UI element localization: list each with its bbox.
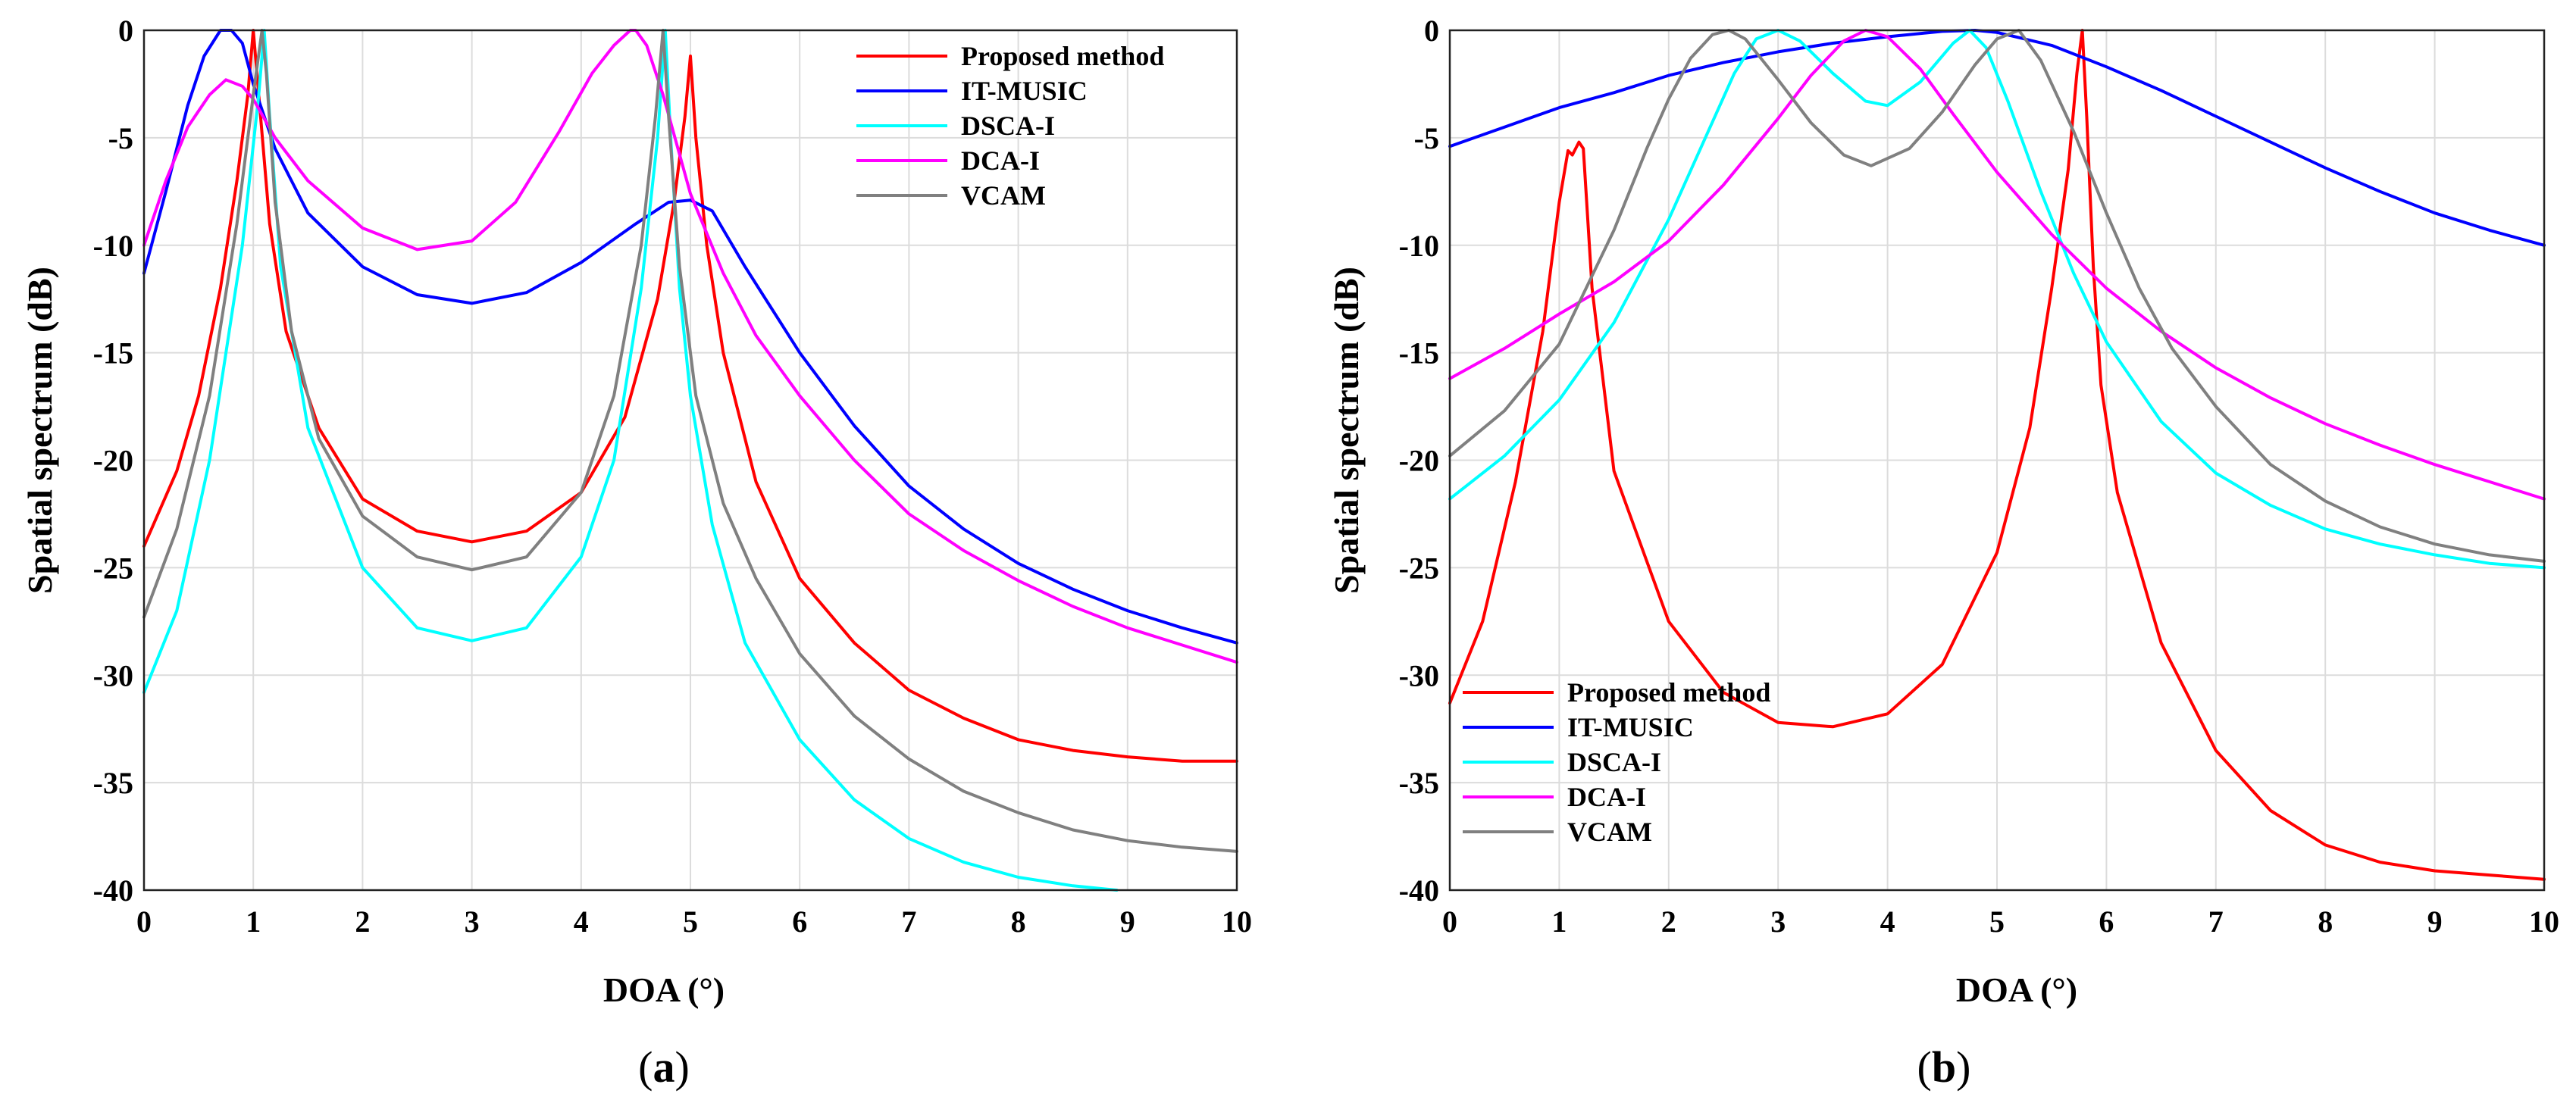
y-tick-label: -40 (93, 873, 133, 908)
x-tick-label: 5 (1989, 905, 2005, 939)
legend-label: VCAM (961, 180, 1046, 211)
y-tick-label: -20 (93, 444, 133, 478)
x-tick-label: 9 (2427, 905, 2443, 939)
x-tick-label: 6 (2099, 905, 2114, 939)
x-tick-label: 1 (1551, 905, 1567, 939)
y-tick-label: -25 (1399, 551, 1439, 585)
y-tick-label: -35 (93, 766, 133, 800)
x-tick-label: 6 (792, 905, 807, 939)
y-tick-label: -10 (1399, 229, 1439, 263)
ticks-a: 0 1 2 3 4 5 6 7 8 9 10 0 -5 -10 -15 -20 -25 -30 -35 -40 (93, 14, 1252, 939)
x-tick-label: 4 (574, 905, 589, 939)
panel-caption-a: (a) (638, 1042, 690, 1092)
x-tick-label: 0 (136, 905, 152, 939)
legend-label: Proposed method (1567, 677, 1770, 708)
x-tick-label: 7 (2208, 905, 2224, 939)
y-tick-label: -15 (1399, 336, 1439, 370)
series-line-vcam (142, 29, 1238, 853)
series-b (1448, 29, 2546, 881)
x-axis-label-a: DOA (°) (603, 970, 725, 1009)
x-tick-label: 2 (355, 905, 370, 939)
y-axis-label-a: Spatial spectrum (dB) (20, 267, 59, 594)
x-tick-label: 10 (2529, 905, 2559, 939)
x-tick-label: 0 (1442, 905, 1457, 939)
x-tick-label: 3 (465, 905, 480, 939)
ticks-b: 0 1 2 3 4 5 6 7 8 9 10 0 -5 -10 -15 -20 -25 -30 -35 -40 (1399, 14, 2559, 939)
y-tick-label: 0 (1424, 14, 1439, 48)
x-tick-label: 3 (1770, 905, 1786, 939)
series-line-dca-i (142, 29, 1238, 664)
legend-label: Proposed method (961, 41, 1164, 71)
panel-caption-letter-a: a (653, 1042, 675, 1092)
y-tick-label: -20 (1399, 444, 1439, 478)
y-tick-label: 0 (118, 14, 133, 48)
panel-caption-b: (b) (1917, 1042, 1971, 1092)
x-tick-label: 9 (1120, 905, 1135, 939)
y-tick-label: -30 (93, 658, 133, 692)
plot-frame-a (142, 29, 1238, 892)
y-tick-label: -40 (1399, 873, 1439, 908)
x-tick-label: 2 (1661, 905, 1676, 939)
x-tick-label: 4 (1880, 905, 1895, 939)
legend-a: Proposed method IT-MUSIC DSCA-I DCA-I VCAM (856, 41, 1164, 211)
x-tick-label: 7 (901, 905, 916, 939)
series-line-dsca-i (1448, 29, 2546, 570)
legend-label: DCA-I (961, 145, 1040, 176)
legend-b: Proposed method IT-MUSIC DSCA-I DCA-I VCAM (1463, 677, 1770, 847)
x-tick-label: 5 (683, 905, 698, 939)
y-tick-label: -5 (108, 121, 133, 155)
legend-label: DCA-I (1567, 782, 1646, 812)
legend-label: IT-MUSIC (961, 76, 1088, 106)
chart-panel-b: 0 1 2 3 4 5 6 7 8 9 10 0 -5 -10 -15 -20 -25 -30 -35 -40 Pro… (1327, 14, 2559, 1092)
panel-caption-letter-b: b (1932, 1042, 1956, 1092)
x-tick-label: 8 (2318, 905, 2333, 939)
series-line-proposed-method (142, 29, 1238, 763)
x-axis-label-b: DOA (°) (1956, 970, 2077, 1009)
y-tick-label: -15 (93, 336, 133, 370)
x-tick-label: 10 (1222, 905, 1252, 939)
y-tick-label: -30 (1399, 658, 1439, 692)
legend-label: VCAM (1567, 817, 1652, 847)
y-axis-label-b: Spatial spectrum (dB) (1327, 267, 1366, 594)
y-tick-label: -25 (93, 551, 133, 585)
series-line-it-music (1448, 29, 2546, 247)
legend-label: IT-MUSIC (1567, 712, 1694, 742)
x-tick-label: 8 (1011, 905, 1026, 939)
series-line-vcam (1448, 29, 2546, 563)
plot-frame-b (1448, 29, 2546, 892)
legend-label: DSCA-I (961, 111, 1055, 141)
chart-panel-a: 0 1 2 3 4 5 6 7 8 9 10 0 -5 -10 -15 -20 -25 -30 -35 -40 Pro… (20, 14, 1252, 1092)
x-tick-label: 1 (246, 905, 261, 939)
y-tick-label: -35 (1399, 766, 1439, 800)
series-line-proposed-method (1448, 29, 2546, 881)
y-tick-label: -10 (93, 229, 133, 263)
legend-label: DSCA-I (1567, 747, 1661, 777)
y-tick-label: -5 (1414, 121, 1439, 155)
series-line-dca-i (1448, 29, 2546, 501)
